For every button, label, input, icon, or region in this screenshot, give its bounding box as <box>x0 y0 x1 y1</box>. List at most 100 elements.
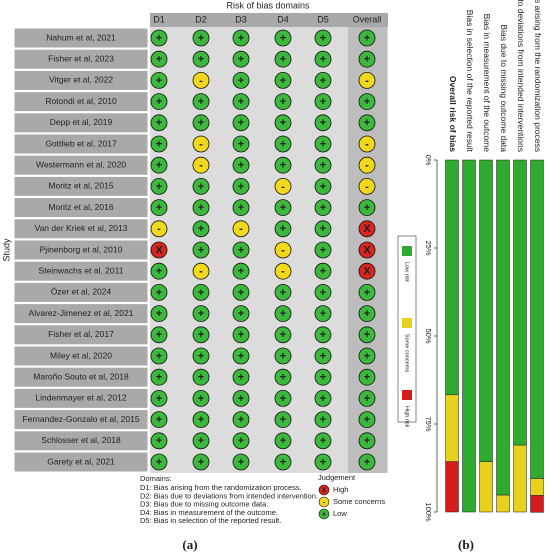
legend-circle <box>318 508 330 520</box>
judgement-circle <box>192 411 210 429</box>
judgement-symbol: + <box>280 75 286 87</box>
judgement-symbol: - <box>199 266 203 278</box>
judgement-symbol: + <box>280 202 286 214</box>
judgement-symbol: + <box>198 32 204 44</box>
study-label: Fernandez-Gonzalo et al, 2015 <box>22 414 139 424</box>
study-label: Westermann et al, 2020 <box>36 159 126 169</box>
study-cell <box>13 366 149 388</box>
judgement-symbol: + <box>320 96 326 108</box>
study-cell <box>13 48 149 70</box>
legend-circle <box>318 496 330 508</box>
judgement-symbol: + <box>280 223 286 235</box>
judgement-circle <box>192 50 210 68</box>
judgement-circle <box>232 347 250 365</box>
judgement-symbol: X <box>363 266 371 278</box>
judgement-symbol: + <box>238 266 244 278</box>
judgement-circle <box>274 283 292 301</box>
judgement-symbol: + <box>156 435 162 447</box>
judgement-symbol: + <box>280 287 286 299</box>
judgement-symbol: + <box>280 54 286 66</box>
judgement-symbol: + <box>238 181 244 193</box>
judgement-circle <box>314 114 332 132</box>
judgement-symbol: + <box>238 287 244 299</box>
study-label: Rotondi et al, 2010 <box>45 96 117 106</box>
judgement-symbol: + <box>280 456 286 468</box>
judgement-symbol: + <box>198 244 204 256</box>
judgement-symbol: + <box>364 372 370 384</box>
judgement-symbol: + <box>156 456 162 468</box>
tick-label: 100% <box>424 502 433 522</box>
judgement-symbol: + <box>320 308 326 320</box>
judgement-symbol: - <box>365 181 369 193</box>
bar-segment <box>496 494 510 513</box>
judgement-circle <box>274 368 292 386</box>
judgement-circle <box>150 262 168 280</box>
judgement-circle <box>358 50 376 68</box>
judgement-circle <box>358 177 376 195</box>
judgement-circle <box>150 220 168 238</box>
judgement-symbol: + <box>198 350 204 362</box>
judgement-circle <box>192 347 210 365</box>
study-label: Fisher et al, 2023 <box>48 53 114 63</box>
panel-label: (b) <box>458 537 474 552</box>
judgement-symbol: + <box>238 75 244 87</box>
column-header: D3 <box>235 14 247 24</box>
judgement-symbol: + <box>280 32 286 44</box>
judgement-circle <box>192 305 210 323</box>
legend-label: Low risk <box>404 262 410 282</box>
bar-segment <box>445 159 459 396</box>
judgement-symbol: + <box>320 181 326 193</box>
judgement-symbol: - <box>199 75 203 87</box>
judgement-circle <box>314 50 332 68</box>
judgement-circle <box>358 199 376 217</box>
judgement-symbol: + <box>238 54 244 66</box>
judgement-circle <box>274 389 292 407</box>
bar-segment <box>445 394 459 462</box>
judgement-circle <box>232 389 250 407</box>
judgement-symbol: + <box>238 456 244 468</box>
judgement-symbol: X <box>155 244 163 256</box>
judgement-circle <box>314 283 332 301</box>
judgement-symbol: + <box>364 456 370 468</box>
judgement-symbol: + <box>238 393 244 405</box>
study-cell <box>13 239 149 261</box>
study-cell <box>13 409 149 431</box>
judgement-symbol: + <box>320 287 326 299</box>
judgement-symbol: + <box>198 202 204 214</box>
study-cell <box>13 281 149 303</box>
domain-note: D1: Bias arising from the randomization … <box>140 483 302 492</box>
judgement-circle <box>274 432 292 450</box>
judgement-symbol: + <box>238 32 244 44</box>
judgement-circle <box>274 135 292 153</box>
study-cell <box>13 260 149 282</box>
category-label: Bias arising from the randomization proc… <box>533 0 543 152</box>
judgement-circle <box>314 453 332 471</box>
judgement-symbol: + <box>320 160 326 172</box>
judgement-circle <box>192 241 210 259</box>
judgement-circle <box>150 93 168 110</box>
judgement-symbol: + <box>320 117 326 129</box>
column-header: Overall <box>353 14 382 24</box>
study-cell <box>13 430 149 452</box>
judgement-symbol: + <box>320 393 326 405</box>
judgement-symbol: - <box>365 138 369 150</box>
judgement-symbol: + <box>364 435 370 447</box>
study-label: Miley et al, 2020 <box>50 350 112 360</box>
judgement-circle <box>314 220 332 238</box>
judgement-circle <box>314 368 332 386</box>
tick-label: 0% <box>424 155 433 166</box>
judgement-symbol: - <box>199 160 203 172</box>
judgement-symbol: + <box>198 308 204 320</box>
judgement-circle <box>192 326 210 344</box>
judgement-circle <box>150 453 168 471</box>
judgement-symbol: + <box>156 393 162 405</box>
judgement-symbol: + <box>364 96 370 108</box>
panel-label: (a) <box>182 537 197 552</box>
judgement-circle <box>192 389 210 407</box>
column-header: D2 <box>195 14 207 24</box>
judgement-symbol: + <box>320 329 326 341</box>
judgement-circle <box>150 199 168 217</box>
judgement-circle <box>232 199 250 217</box>
study-label: Schlosser et al, 2018 <box>41 435 121 445</box>
judgement-symbol: + <box>198 393 204 405</box>
